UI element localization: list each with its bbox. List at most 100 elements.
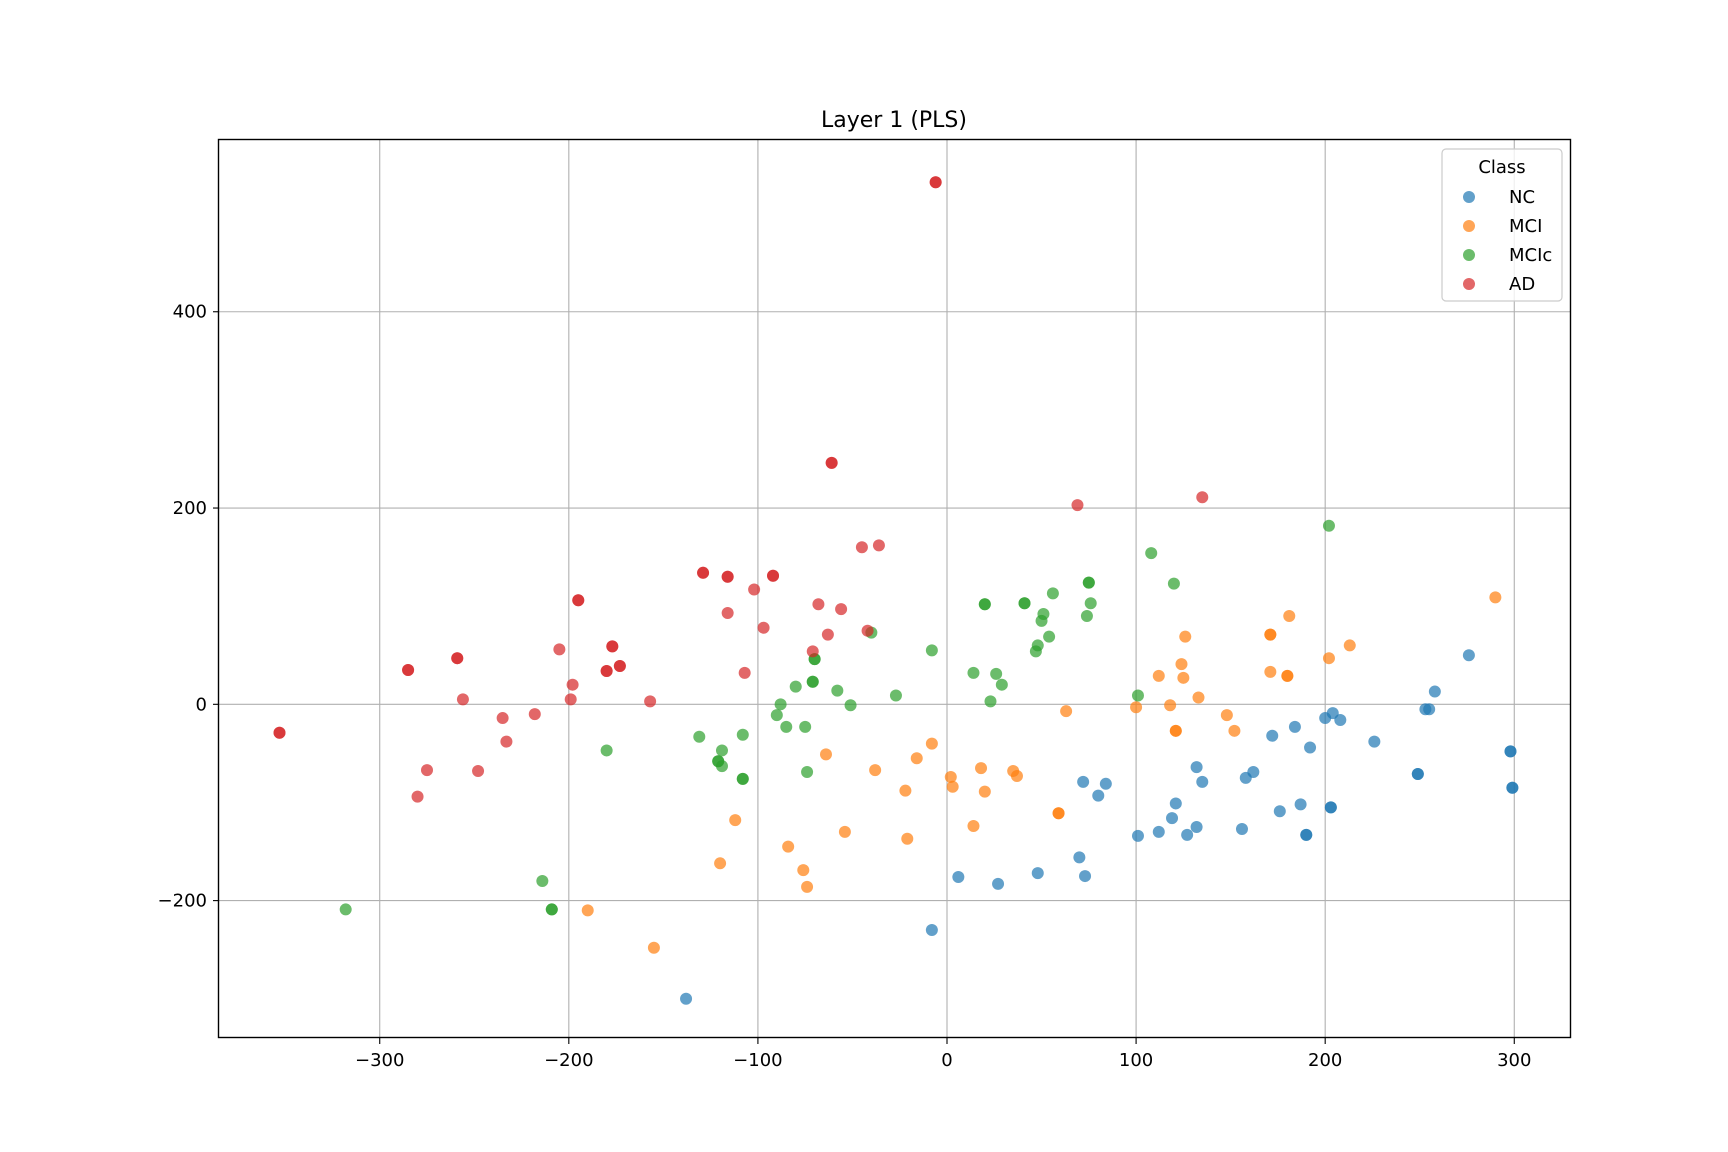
data-point xyxy=(738,666,751,679)
data-point xyxy=(978,598,991,611)
series-mcic xyxy=(339,519,1335,916)
data-point xyxy=(767,569,780,582)
series-mci xyxy=(581,591,1502,954)
data-point xyxy=(456,693,469,706)
x-tick-label: −300 xyxy=(355,1050,404,1071)
data-point xyxy=(1324,801,1337,814)
data-point xyxy=(1130,701,1143,714)
data-point xyxy=(500,735,513,748)
data-point xyxy=(812,598,825,611)
data-point xyxy=(697,566,710,579)
data-point xyxy=(869,764,882,777)
data-point xyxy=(975,762,988,775)
data-point xyxy=(528,708,541,721)
legend-marker-mcic xyxy=(1463,249,1475,261)
x-tick-label: 100 xyxy=(1119,1050,1153,1071)
data-point xyxy=(1228,724,1241,737)
data-point xyxy=(1192,691,1205,704)
data-point xyxy=(1169,797,1182,810)
data-point xyxy=(715,744,728,757)
data-point xyxy=(1082,576,1095,589)
data-point xyxy=(1164,699,1177,712)
data-point xyxy=(748,583,761,596)
data-point xyxy=(273,726,286,739)
data-point xyxy=(844,699,857,712)
y-tick-label: 0 xyxy=(196,694,207,715)
data-point xyxy=(1031,867,1044,880)
data-point xyxy=(536,874,549,887)
data-point xyxy=(721,570,734,583)
data-point xyxy=(1423,703,1436,716)
x-tick-label: −100 xyxy=(733,1050,782,1071)
data-point xyxy=(910,752,923,765)
data-point xyxy=(1220,709,1233,722)
data-point xyxy=(545,903,558,916)
data-point xyxy=(901,832,914,845)
data-point xyxy=(1046,587,1059,600)
data-point xyxy=(721,607,734,620)
data-point xyxy=(736,772,749,785)
data-point xyxy=(1152,825,1165,838)
data-point xyxy=(496,712,509,725)
data-point xyxy=(647,941,660,954)
data-point xyxy=(564,693,577,706)
data-point xyxy=(1322,652,1335,665)
x-tick-label: 300 xyxy=(1497,1050,1531,1071)
data-point xyxy=(995,678,1008,691)
data-point xyxy=(402,663,415,676)
data-point xyxy=(819,748,832,761)
data-point xyxy=(1190,761,1203,774)
data-point xyxy=(806,645,819,658)
data-point xyxy=(1099,777,1112,790)
data-point xyxy=(736,728,749,741)
data-point xyxy=(1300,828,1313,841)
data-point xyxy=(782,840,795,853)
data-point xyxy=(1489,591,1502,604)
data-point xyxy=(789,680,802,693)
data-point xyxy=(339,903,352,916)
data-point xyxy=(855,541,868,554)
data-point xyxy=(801,766,814,779)
legend-marker-mci xyxy=(1463,220,1475,232)
data-point xyxy=(1077,775,1090,788)
chart-title: Layer 1 (PLS) xyxy=(821,108,967,133)
legend-label-mci: MCI xyxy=(1509,216,1542,237)
data-point xyxy=(1145,547,1158,560)
data-point xyxy=(1334,714,1347,727)
data-point xyxy=(1179,630,1192,643)
data-point xyxy=(831,684,844,697)
data-point xyxy=(925,644,938,657)
series-nc xyxy=(680,649,1519,1005)
data-point xyxy=(729,814,742,827)
data-point xyxy=(1152,669,1165,682)
data-point xyxy=(606,640,619,653)
data-point xyxy=(1294,798,1307,811)
data-point xyxy=(1031,639,1044,652)
data-point xyxy=(929,176,942,189)
data-point xyxy=(984,695,997,708)
data-point xyxy=(451,652,464,665)
data-point xyxy=(644,695,657,708)
data-point xyxy=(990,667,1003,680)
data-point xyxy=(1462,649,1475,662)
data-point xyxy=(1304,741,1317,754)
data-point xyxy=(967,820,980,833)
data-point xyxy=(835,603,848,616)
data-point xyxy=(1079,870,1092,883)
data-point xyxy=(825,456,838,469)
data-point xyxy=(693,730,706,743)
data-point xyxy=(714,857,727,870)
data-point xyxy=(838,825,851,838)
data-point xyxy=(472,765,485,778)
series-ad xyxy=(273,176,1209,803)
data-point xyxy=(1073,851,1086,864)
legend-marker-ad xyxy=(1463,278,1475,290)
data-point xyxy=(944,770,957,783)
data-point xyxy=(925,737,938,750)
y-tick-label: 400 xyxy=(173,302,207,323)
data-point xyxy=(613,660,626,673)
data-point xyxy=(566,678,579,691)
x-tick-label: −200 xyxy=(544,1050,593,1071)
